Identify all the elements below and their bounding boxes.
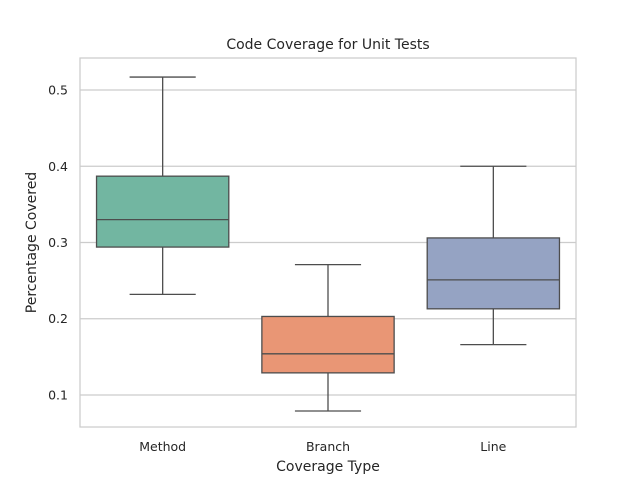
y-tick-label: 0.2: [48, 311, 68, 326]
box-branch: [261, 263, 395, 412]
x-tick-label: Branch: [306, 439, 350, 454]
box-body: [426, 237, 561, 310]
y-tick-label: 0.3: [48, 235, 68, 250]
box-line: [426, 165, 561, 346]
chart-title: Code Coverage for Unit Tests: [226, 37, 429, 53]
x-axis-label: Coverage Type: [276, 459, 380, 475]
box-body: [95, 175, 230, 248]
y-axis-ticks: 0.1 0.2 0.3 0.4 0.5: [48, 83, 68, 403]
box-method: [95, 76, 230, 295]
box-body: [261, 315, 395, 374]
x-tick-label: Line: [480, 439, 506, 454]
x-axis-ticks: Method Branch Line: [139, 439, 506, 454]
y-tick-label: 0.5: [48, 83, 68, 98]
x-tick-label: Method: [139, 439, 186, 454]
y-tick-label: 0.1: [48, 387, 68, 402]
box-series: [95, 76, 561, 412]
y-axis-label: Percentage Covered: [24, 172, 40, 313]
plot-frame: [79, 57, 577, 428]
y-tick-label: 0.4: [48, 159, 68, 174]
